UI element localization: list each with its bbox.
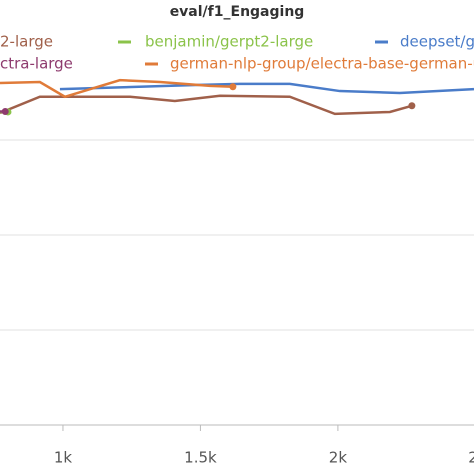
line <box>0 78 233 99</box>
legend-label: german-nlp-group/electra-base-german-u <box>170 55 474 73</box>
x-tick-label: 2k <box>329 449 348 467</box>
legend-label: benjamin/gerpt2-large <box>145 33 313 51</box>
x-tick-label: 2. <box>468 449 474 467</box>
legend-label: ctra-large <box>0 55 73 73</box>
line <box>0 94 413 116</box>
chart-title: eval/f1_Engaging <box>170 4 305 20</box>
end-dot <box>1 107 9 115</box>
legend-label: 2-large <box>0 33 53 51</box>
line <box>59 82 474 95</box>
x-tick-label: 1.5k <box>184 449 217 467</box>
x-tick-label: 1k <box>54 449 73 467</box>
end-dot <box>408 102 416 110</box>
legend-label: deepset/g <box>400 33 474 51</box>
end-dot <box>229 83 237 91</box>
